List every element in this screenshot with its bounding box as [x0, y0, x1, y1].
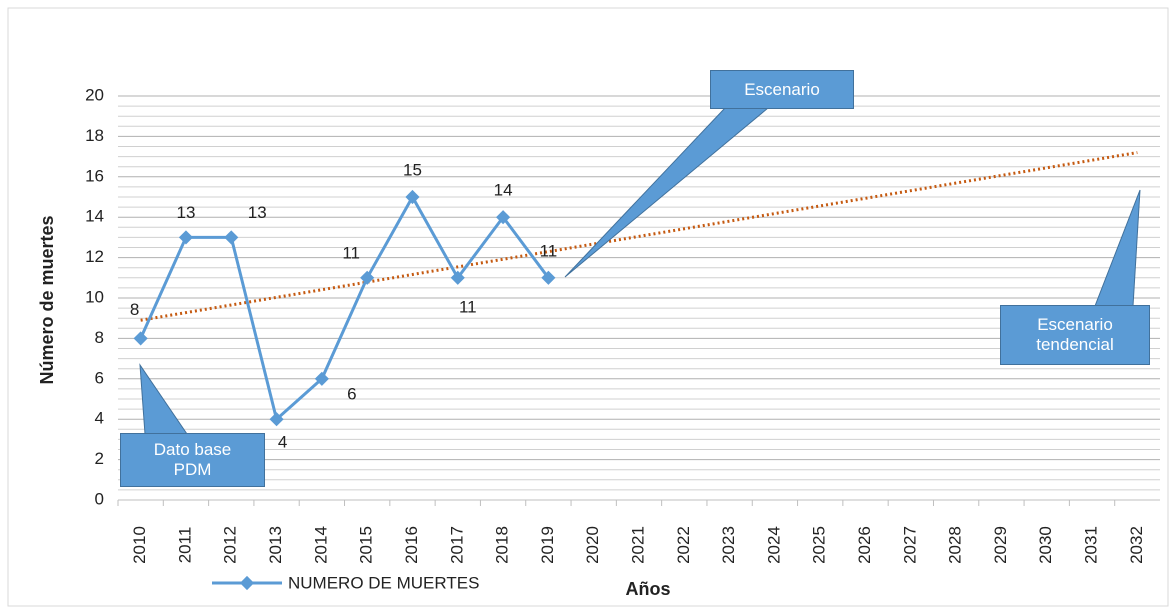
marker	[405, 189, 420, 205]
y-tick-label: 12	[85, 247, 104, 266]
x-tick-label: 2012	[221, 526, 240, 564]
y-tick-label: 4	[95, 409, 104, 428]
chart-border	[7, 7, 1169, 607]
trendline	[140, 151, 1138, 322]
x-tick-label: 2017	[447, 526, 466, 564]
y-axis-title: Número de muertes	[37, 215, 57, 384]
x-tick-label: 2027	[900, 526, 919, 564]
x-tick-label: 2029	[991, 526, 1010, 564]
data-label: 15	[403, 160, 422, 179]
x-tick-label: 2025	[810, 526, 829, 564]
callout: Escenario	[710, 70, 854, 109]
y-tick-label: 8	[95, 328, 104, 347]
legend-label: NUMERO DE MUERTES	[288, 573, 479, 592]
marker	[224, 230, 239, 245]
x-tick-label: 2014	[311, 526, 330, 564]
callout: Dato base PDM	[120, 433, 265, 487]
marker	[496, 210, 511, 225]
x-tick-label: 2026	[855, 526, 874, 564]
x-tick-label: 2016	[402, 526, 421, 564]
data-label: 11	[342, 243, 360, 262]
y-tick-label: 18	[85, 126, 104, 145]
x-tick-label: 2023	[719, 526, 738, 564]
x-tick-label: 2028	[946, 526, 965, 564]
marker	[133, 331, 148, 346]
x-tick-label: 2019	[538, 526, 557, 564]
data-label: 13	[248, 203, 267, 222]
data-label: 11	[459, 297, 477, 316]
data-label: 14	[494, 181, 513, 200]
x-tick-label: 2021	[628, 526, 647, 564]
x-tick-label: 2015	[357, 526, 376, 564]
y-tick-label: 0	[95, 489, 104, 508]
data-label: 8	[130, 300, 139, 319]
data-label: 6	[347, 384, 356, 403]
y-tick-label: 14	[85, 207, 104, 226]
y-tick-label: 10	[85, 287, 104, 306]
x-axis-title: Años	[626, 579, 671, 599]
y-tick-label: 6	[95, 368, 104, 387]
y-tick-label: 20	[85, 85, 104, 104]
marker	[450, 270, 465, 285]
x-tick-label: 2018	[493, 526, 512, 564]
y-tick-label: 16	[85, 166, 104, 185]
callout: Escenario tendencial	[1000, 305, 1150, 365]
data-label: 11	[540, 241, 558, 260]
x-tick-label: 2024	[764, 526, 783, 564]
marker	[360, 270, 375, 285]
marker	[178, 230, 194, 245]
data-label: 4	[278, 433, 287, 452]
x-tick-label: 2013	[266, 526, 285, 564]
data-label: 13	[176, 203, 195, 222]
x-tick-label: 2031	[1082, 526, 1101, 564]
x-tick-label: 2011	[175, 527, 194, 564]
marker	[314, 371, 329, 386]
x-tick-label: 2022	[674, 526, 693, 564]
x-tick-label: 2010	[130, 526, 149, 564]
legend-marker	[239, 575, 255, 591]
x-tick-label: 2032	[1127, 526, 1146, 564]
x-tick-label: 2020	[583, 526, 602, 564]
x-tick-label: 2030	[1036, 526, 1055, 564]
series-line	[139, 193, 550, 422]
y-tick-label: 2	[95, 449, 104, 468]
marker	[541, 270, 556, 285]
marker	[269, 412, 284, 427]
